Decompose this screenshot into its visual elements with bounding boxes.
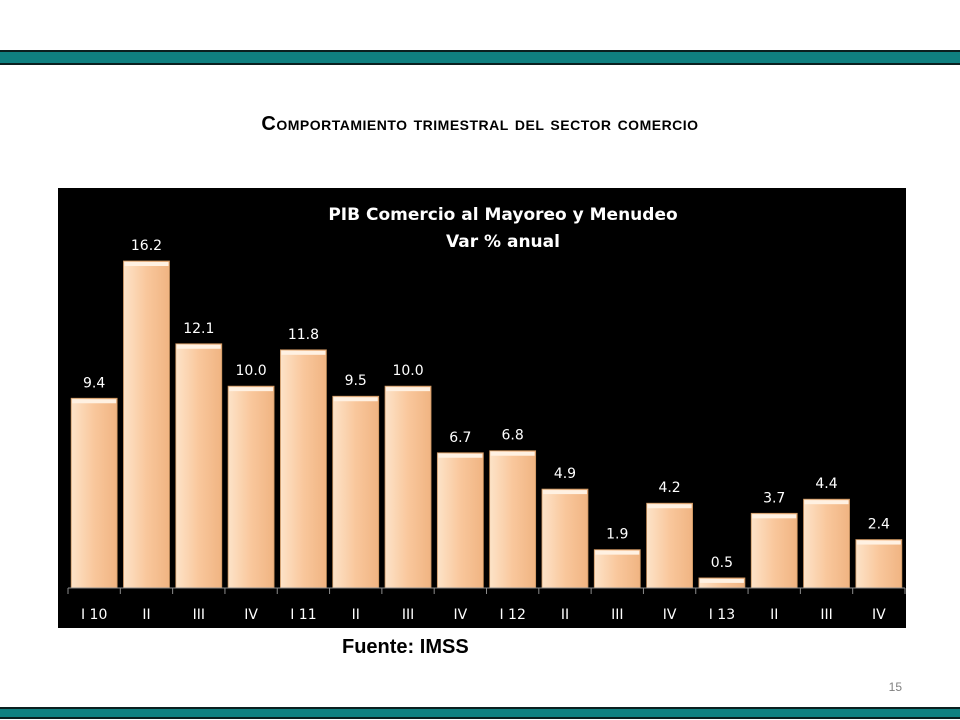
- bar-highlight: [72, 399, 117, 404]
- x-tick-label: III: [611, 607, 623, 623]
- x-tick-label: IV: [663, 607, 677, 623]
- bar: [175, 343, 223, 589]
- data-label: 2.4: [868, 517, 890, 533]
- page-number: 15: [888, 680, 902, 694]
- data-label: 10.0: [392, 363, 423, 379]
- data-label: 4.2: [658, 480, 680, 496]
- data-label: 6.8: [502, 428, 524, 444]
- chart-title: PIB Comercio al Mayoreo y Menudeo: [328, 205, 677, 225]
- x-tick-label: IV: [453, 607, 467, 623]
- bar-highlight: [229, 387, 274, 392]
- x-tick-label: II: [352, 607, 360, 623]
- bar: [332, 395, 380, 589]
- x-tick-label: III: [193, 607, 205, 623]
- bar-chart: PIB Comercio al Mayoreo y Menudeo Var % …: [67, 205, 906, 623]
- data-label: 0.5: [711, 555, 733, 571]
- bottom-accent-band: [0, 707, 960, 719]
- x-tick-label: I 12: [499, 607, 525, 623]
- bar: [855, 539, 903, 589]
- bar: [436, 452, 484, 589]
- data-label: 16.2: [131, 238, 162, 254]
- bar: [280, 349, 327, 589]
- bar-highlight: [595, 550, 640, 555]
- x-tick-label: II: [561, 607, 569, 623]
- bars-group: 9.4 16.2 12.1 10.0 11.8 9.5 10.0 6.7 6.8 4.9 1.9 4.…: [70, 238, 903, 589]
- data-label: 9.5: [345, 373, 367, 389]
- data-label: 3.7: [763, 490, 785, 506]
- x-tick-label: I 13: [709, 607, 735, 623]
- data-label: 4.9: [554, 466, 576, 482]
- bar: [384, 385, 432, 589]
- bar: [593, 549, 641, 589]
- bar-highlight: [647, 504, 692, 509]
- x-tick-label: I 11: [290, 607, 316, 623]
- bar: [227, 385, 275, 589]
- bar-highlight: [856, 540, 901, 545]
- x-tick-label: II: [770, 607, 778, 623]
- bar: [70, 397, 118, 589]
- data-label: 1.9: [606, 527, 628, 543]
- data-label: 4.4: [815, 476, 837, 492]
- bar-highlight: [333, 397, 378, 402]
- x-tick-label: III: [820, 607, 832, 623]
- x-tick-label: III: [402, 607, 414, 623]
- top-accent-band: [0, 50, 960, 65]
- bar: [489, 450, 537, 589]
- x-tick-label: I 10: [81, 607, 107, 623]
- bar-highlight: [281, 350, 326, 355]
- bar-highlight: [386, 387, 431, 392]
- bar: [750, 512, 798, 589]
- x-tick-labels-group: I 10 II III IV I 11 II III IV I 12 II III IV I 13 II I…: [81, 607, 886, 623]
- bar: [646, 502, 693, 589]
- bar-highlight: [490, 451, 535, 456]
- x-tick-label: IV: [244, 607, 258, 623]
- bar-highlight: [124, 262, 169, 266]
- bar: [123, 260, 170, 589]
- bar-highlight: [542, 490, 587, 495]
- data-label: 9.4: [83, 375, 105, 391]
- bar: [803, 498, 850, 589]
- x-tick-label: IV: [872, 607, 886, 623]
- chart-panel: PIB Comercio al Mayoreo y Menudeo Var % …: [58, 188, 906, 628]
- x-tick-label: II: [142, 607, 150, 623]
- chart-subtitle: Var % anual: [446, 232, 560, 252]
- bar-highlight: [752, 514, 797, 519]
- bar-highlight: [804, 500, 849, 505]
- data-label: 11.8: [288, 327, 319, 343]
- x-ticks-group: [67, 588, 906, 594]
- source-note: Fuente: IMSS: [342, 636, 469, 658]
- data-label: 12.1: [183, 321, 214, 337]
- bar-highlight: [438, 453, 483, 458]
- data-label: 10.0: [236, 363, 267, 379]
- bar: [541, 488, 589, 589]
- bar-highlight: [176, 344, 221, 349]
- bar-highlight: [699, 578, 744, 583]
- slide-title: Comportamiento trimestral del sector com…: [261, 113, 699, 135]
- data-label: 6.7: [449, 430, 471, 446]
